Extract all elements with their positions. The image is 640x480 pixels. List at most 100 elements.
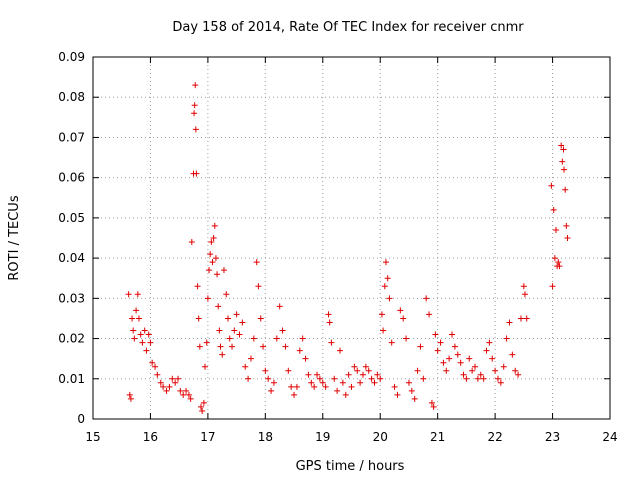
data-point bbox=[127, 395, 134, 402]
data-point bbox=[262, 367, 269, 374]
data-point bbox=[279, 327, 286, 334]
x-tick-label: 24 bbox=[602, 430, 617, 444]
data-point bbox=[371, 379, 378, 386]
data-point bbox=[440, 359, 447, 366]
data-point bbox=[276, 303, 283, 310]
data-point bbox=[331, 375, 338, 382]
data-point bbox=[368, 375, 375, 382]
data-point bbox=[562, 186, 569, 193]
y-tick-label: 0.01 bbox=[58, 372, 85, 386]
data-point bbox=[296, 347, 303, 354]
data-point bbox=[293, 383, 300, 390]
data-point bbox=[381, 283, 388, 290]
x-tick-label: 22 bbox=[487, 430, 502, 444]
data-point bbox=[384, 275, 391, 282]
data-point bbox=[220, 267, 227, 274]
data-point bbox=[474, 375, 481, 382]
data-point bbox=[229, 343, 236, 350]
data-point bbox=[299, 335, 306, 342]
data-point bbox=[560, 146, 567, 153]
data-point bbox=[420, 375, 427, 382]
data-point bbox=[469, 367, 476, 374]
data-point bbox=[426, 311, 433, 318]
data-point bbox=[255, 283, 262, 290]
data-point bbox=[472, 363, 479, 370]
data-point bbox=[446, 355, 453, 362]
data-point bbox=[564, 235, 571, 241]
data-point bbox=[480, 375, 487, 382]
x-tick-label: 18 bbox=[258, 430, 273, 444]
data-point bbox=[282, 343, 289, 350]
data-point bbox=[316, 375, 323, 382]
x-tick-label: 16 bbox=[143, 430, 158, 444]
data-point bbox=[551, 255, 558, 262]
data-point bbox=[211, 222, 218, 229]
data-point bbox=[247, 355, 254, 362]
data-point bbox=[180, 391, 187, 398]
data-point bbox=[377, 375, 384, 382]
y-tick-label: 0.08 bbox=[58, 90, 85, 104]
data-point bbox=[555, 259, 562, 266]
data-point bbox=[563, 222, 570, 229]
data-point bbox=[365, 367, 372, 374]
data-point bbox=[133, 307, 140, 314]
y-tick-label: 0.07 bbox=[58, 130, 85, 144]
data-point bbox=[314, 371, 321, 378]
data-point bbox=[197, 403, 204, 410]
data-point bbox=[483, 347, 490, 354]
data-point bbox=[196, 343, 203, 350]
data-point bbox=[195, 315, 202, 322]
data-point bbox=[512, 367, 519, 374]
data-point bbox=[391, 383, 398, 390]
data-point bbox=[268, 387, 275, 394]
data-point bbox=[273, 335, 280, 342]
data-point bbox=[342, 391, 349, 398]
data-point bbox=[500, 363, 507, 370]
data-point bbox=[443, 367, 450, 374]
data-point bbox=[163, 387, 170, 394]
data-point bbox=[219, 351, 226, 358]
data-point bbox=[137, 331, 144, 338]
data-point bbox=[430, 403, 437, 410]
data-point bbox=[460, 371, 467, 378]
data-point bbox=[270, 379, 277, 386]
data-point bbox=[319, 379, 326, 386]
data-point bbox=[141, 327, 148, 334]
data-point bbox=[359, 371, 366, 378]
data-point bbox=[265, 375, 272, 382]
data-point bbox=[503, 335, 510, 342]
data-point bbox=[378, 311, 385, 318]
grid bbox=[93, 57, 610, 419]
data-point bbox=[202, 363, 209, 370]
data-point bbox=[437, 339, 444, 346]
y-tick-label: 0.02 bbox=[58, 332, 85, 346]
data-point bbox=[354, 367, 361, 374]
data-point bbox=[400, 315, 407, 322]
data-point bbox=[457, 359, 464, 366]
data-point bbox=[553, 226, 560, 233]
data-point bbox=[149, 359, 156, 366]
data-point bbox=[325, 311, 332, 318]
data-point bbox=[253, 259, 260, 266]
data-point bbox=[517, 315, 524, 322]
data-point bbox=[154, 371, 161, 378]
data-point bbox=[506, 319, 513, 326]
x-tick-label: 19 bbox=[315, 430, 330, 444]
x-tick-label: 20 bbox=[373, 430, 388, 444]
x-tick-label: 15 bbox=[85, 430, 100, 444]
data-point bbox=[311, 383, 318, 390]
data-point bbox=[561, 166, 568, 173]
data-point bbox=[139, 339, 146, 346]
data-point bbox=[216, 327, 223, 334]
data-point bbox=[550, 206, 557, 213]
data-points bbox=[125, 82, 571, 414]
data-point bbox=[351, 363, 358, 370]
data-point bbox=[432, 331, 439, 338]
data-point bbox=[414, 367, 421, 374]
data-point bbox=[143, 347, 150, 354]
data-point bbox=[334, 387, 341, 394]
y-tick-label: 0.05 bbox=[58, 211, 85, 225]
data-point bbox=[223, 291, 230, 298]
data-point bbox=[226, 335, 233, 342]
